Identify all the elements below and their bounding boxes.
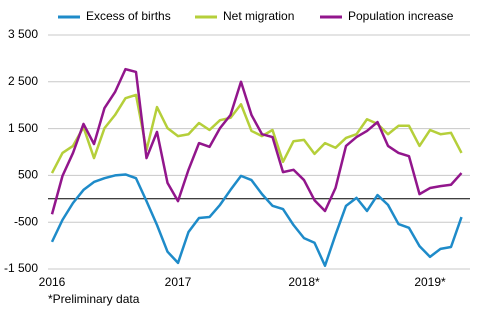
- series-line: [50, 93, 463, 174]
- y-tick-label: 2 500: [8, 74, 38, 88]
- x-tick-label: 2016: [39, 275, 66, 289]
- series-line: [50, 173, 463, 267]
- series-line: [50, 67, 463, 215]
- legend-label: Excess of births: [86, 9, 171, 23]
- y-tick-label: -500: [14, 214, 38, 228]
- x-tick-label: 2017: [165, 275, 192, 289]
- y-tick-label: 1 500: [8, 121, 38, 135]
- x-tick-label: 2018*: [288, 275, 320, 289]
- legend-label: Population increase: [348, 9, 454, 23]
- x-tick-label: 2019*: [414, 275, 446, 289]
- y-tick-label: 3 500: [8, 27, 38, 41]
- y-tick-label: 500: [18, 168, 38, 182]
- footnote: *Preliminary data: [48, 292, 140, 306]
- y-tick-label: -1 500: [4, 261, 38, 275]
- legend-label: Net migration: [223, 9, 294, 23]
